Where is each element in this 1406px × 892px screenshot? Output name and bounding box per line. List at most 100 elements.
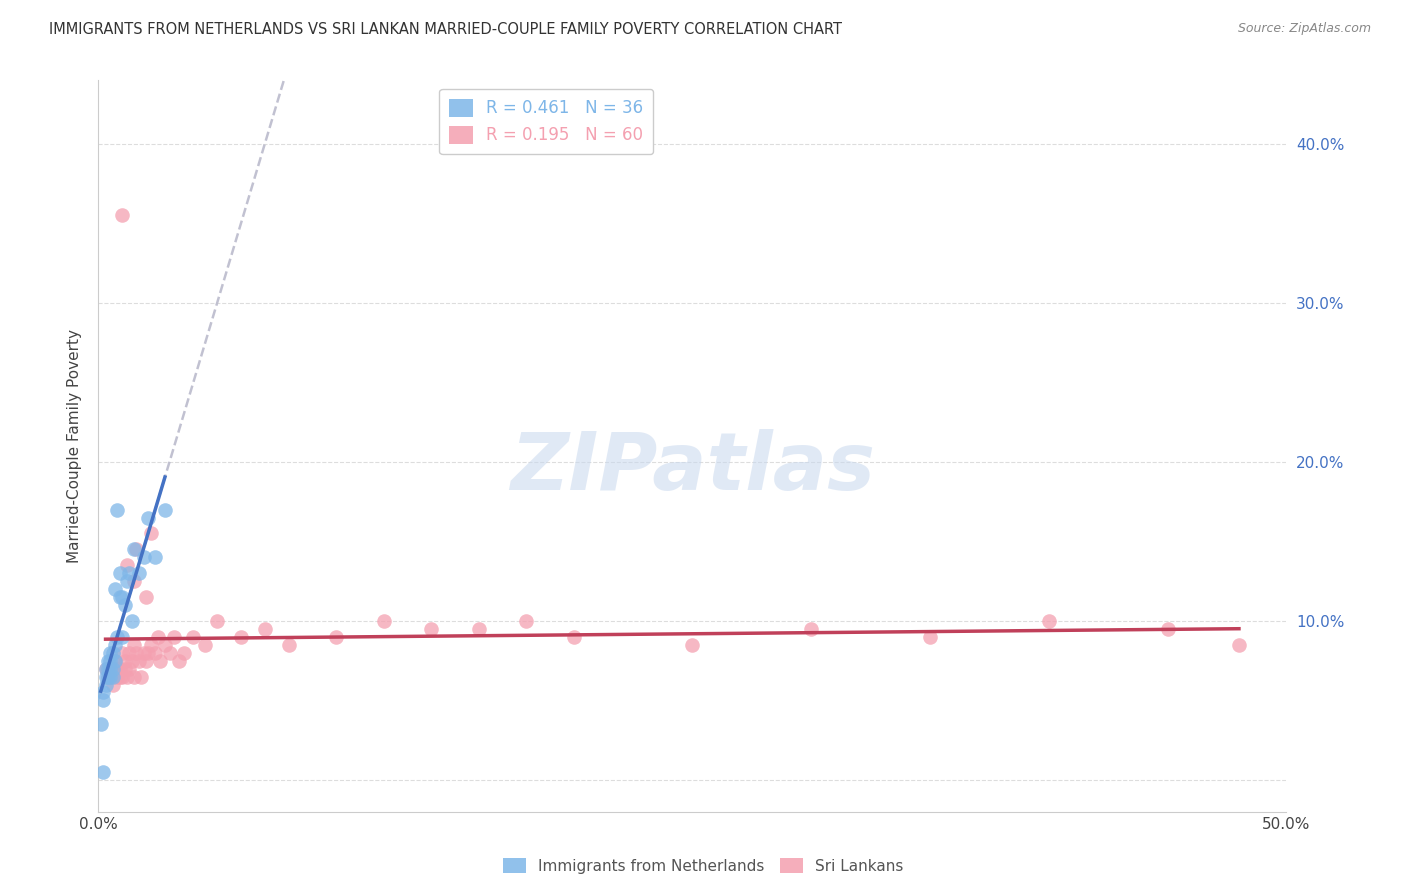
Point <box>97 662 120 676</box>
Point <box>207 614 229 628</box>
Point <box>98 646 121 660</box>
Point <box>97 654 120 668</box>
Point <box>97 669 120 683</box>
Point <box>114 654 136 668</box>
Point <box>139 638 162 652</box>
Point <box>94 677 117 691</box>
Point <box>108 669 131 683</box>
Legend: Immigrants from Netherlands, Sri Lankans: Immigrants from Netherlands, Sri Lankans <box>496 852 910 880</box>
Point <box>98 654 121 668</box>
Point <box>122 669 145 683</box>
Point <box>1227 638 1250 652</box>
Point <box>420 622 443 636</box>
Point <box>136 646 159 660</box>
Point <box>108 662 131 676</box>
Point <box>135 654 157 668</box>
Point <box>562 630 585 644</box>
Point <box>118 566 141 581</box>
Point <box>121 654 143 668</box>
Point <box>104 662 127 676</box>
Point <box>107 502 129 516</box>
Text: ZIPatlas: ZIPatlas <box>510 429 875 507</box>
Point <box>94 662 117 676</box>
Point <box>128 566 150 581</box>
Point <box>111 590 134 604</box>
Point <box>146 630 169 644</box>
Text: IMMIGRANTS FROM NETHERLANDS VS SRI LANKAN MARRIED-COUPLE FAMILY POVERTY CORRELAT: IMMIGRANTS FROM NETHERLANDS VS SRI LANKA… <box>49 22 842 37</box>
Point <box>132 646 155 660</box>
Point <box>149 654 172 668</box>
Point <box>107 662 129 676</box>
Point <box>91 685 114 699</box>
Point <box>104 654 127 668</box>
Point <box>183 630 205 644</box>
Point <box>229 630 252 644</box>
Point <box>125 646 148 660</box>
Point <box>98 669 121 683</box>
Point <box>682 638 704 652</box>
Point <box>194 638 217 652</box>
Point <box>97 669 120 683</box>
Point <box>467 622 489 636</box>
Point <box>129 669 152 683</box>
Point <box>98 662 121 676</box>
Point <box>108 566 131 581</box>
Point <box>118 646 141 660</box>
Point <box>111 630 134 644</box>
Point <box>94 669 117 683</box>
Point <box>122 574 145 589</box>
Point <box>136 510 159 524</box>
Point <box>111 669 134 683</box>
Point <box>115 574 138 589</box>
Point <box>111 209 134 223</box>
Point <box>115 669 138 683</box>
Point <box>325 630 347 644</box>
Point <box>173 646 195 660</box>
Point <box>145 646 167 660</box>
Point <box>108 590 131 604</box>
Legend: R = 0.461   N = 36, R = 0.195   N = 60: R = 0.461 N = 36, R = 0.195 N = 60 <box>440 88 654 154</box>
Point <box>107 630 129 644</box>
Point <box>104 582 127 596</box>
Text: Source: ZipAtlas.com: Source: ZipAtlas.com <box>1237 22 1371 36</box>
Point <box>98 662 121 676</box>
Point <box>101 646 124 660</box>
Point <box>98 669 121 683</box>
Point <box>107 669 129 683</box>
Point <box>135 590 157 604</box>
Point <box>125 542 148 557</box>
Point <box>111 646 134 660</box>
Point <box>128 654 150 668</box>
Point <box>101 662 124 676</box>
Point <box>800 622 823 636</box>
Point <box>139 526 162 541</box>
Point <box>515 614 537 628</box>
Point <box>115 558 138 573</box>
Point <box>104 638 127 652</box>
Point <box>1038 614 1060 628</box>
Point <box>373 614 395 628</box>
Point <box>114 662 136 676</box>
Point <box>114 598 136 612</box>
Point <box>920 630 942 644</box>
Point <box>145 550 167 565</box>
Point <box>167 654 190 668</box>
Point <box>104 654 127 668</box>
Point <box>91 693 114 707</box>
Point <box>101 669 124 683</box>
Point <box>122 542 145 557</box>
Point <box>153 502 176 516</box>
Point <box>91 764 114 779</box>
Point <box>122 638 145 652</box>
Y-axis label: Married-Couple Family Poverty: Married-Couple Family Poverty <box>67 329 83 563</box>
Point <box>132 550 155 565</box>
Point <box>277 638 299 652</box>
Point <box>159 646 181 660</box>
Point <box>153 638 176 652</box>
Point <box>121 614 143 628</box>
Point <box>90 717 112 731</box>
Point <box>101 677 124 691</box>
Point <box>1156 622 1178 636</box>
Point <box>253 622 276 636</box>
Point <box>94 662 117 676</box>
